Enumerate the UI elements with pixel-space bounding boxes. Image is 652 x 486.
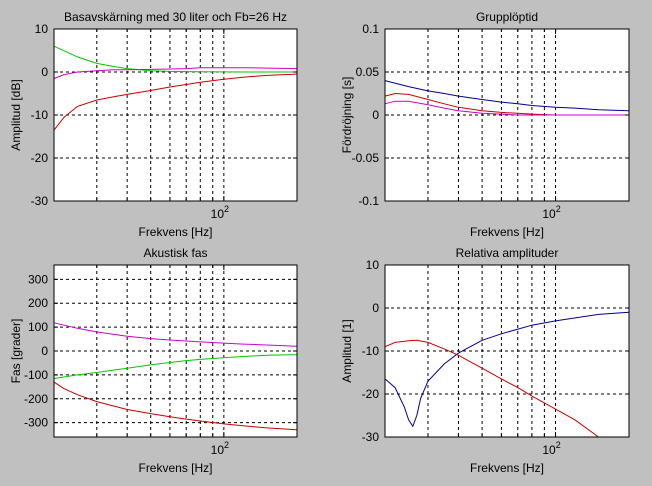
y-tick-label: -20 [31, 151, 49, 165]
x-tick-label-base: 10 [211, 443, 225, 457]
y-tick-label: -200 [24, 392, 48, 406]
series-line-1 [384, 311, 630, 428]
plot-2 [384, 28, 630, 202]
y-tick-label: 300 [28, 272, 48, 286]
chart-title: Basavskärning med 30 liter och Fb=26 Hz [64, 10, 287, 24]
y-tick-label: -10 [362, 344, 380, 358]
y-axis-label: Fördröjning [s] [340, 77, 354, 154]
series-line-1 [384, 80, 630, 112]
y-tick-label: 10 [35, 22, 49, 36]
y-tick-label: 0 [41, 344, 48, 358]
y-tick-label: -10 [31, 108, 49, 122]
y-tick-label: -100 [24, 368, 48, 382]
x-tick-label: 102 [542, 204, 560, 221]
chart-title: Grupplöptid [476, 10, 538, 24]
plot-1 [53, 28, 298, 202]
y-tick-label: -0.05 [352, 151, 380, 165]
chart-title: Akustisk fas [143, 246, 207, 260]
series-line-3 [53, 381, 298, 431]
series-line-1 [53, 45, 297, 73]
series-line-1 [53, 322, 298, 347]
x-tick-label-base: 10 [542, 443, 556, 457]
x-tick-label-exponent: 2 [224, 440, 229, 450]
y-tick-label: 0 [372, 301, 379, 315]
y-tick-label: 200 [28, 296, 48, 310]
x-tick-label-exponent: 2 [224, 204, 229, 214]
x-tick-label-exponent: 2 [556, 204, 561, 214]
x-axis-label: Frekvens [Hz] [138, 461, 212, 475]
y-tick-label: 0.1 [362, 22, 379, 36]
y-axis-label: Amplitud [1] [340, 319, 354, 382]
series-line-2 [384, 339, 599, 438]
plot-4 [384, 264, 630, 438]
y-axis-label: Amplitud [dB] [9, 79, 23, 150]
x-tick-label-exponent: 2 [556, 440, 561, 450]
series-line-3 [384, 100, 629, 116]
y-axis-label: Fas [grader] [9, 319, 23, 384]
y-tick-label: -30 [31, 194, 49, 208]
y-tick-label: 100 [28, 320, 48, 334]
y-tick-label: 0 [41, 65, 48, 79]
x-tick-label-base: 10 [211, 207, 225, 221]
x-axis-label: Frekvens [Hz] [470, 461, 544, 475]
y-tick-label: -20 [362, 387, 380, 401]
y-tick-label: 0.05 [356, 65, 380, 79]
y-tick-label: -300 [24, 416, 48, 430]
y-tick-label: -0.1 [358, 194, 379, 208]
y-tick-label: 10 [366, 258, 380, 272]
series-line-2 [53, 67, 298, 79]
x-tick-label: 102 [211, 440, 229, 457]
series-line-2 [53, 354, 298, 379]
x-tick-label: 102 [211, 204, 229, 221]
plot-3 [53, 264, 298, 438]
chart-title: Relativa amplituder [456, 246, 559, 260]
x-tick-label: 102 [542, 440, 560, 457]
series-line-3 [53, 73, 298, 131]
y-tick-label: -30 [362, 430, 380, 444]
x-axis-label: Frekvens [Hz] [138, 225, 212, 239]
x-axis-label: Frekvens [Hz] [470, 225, 544, 239]
x-tick-label-base: 10 [542, 207, 556, 221]
y-tick-label: 0 [372, 108, 379, 122]
